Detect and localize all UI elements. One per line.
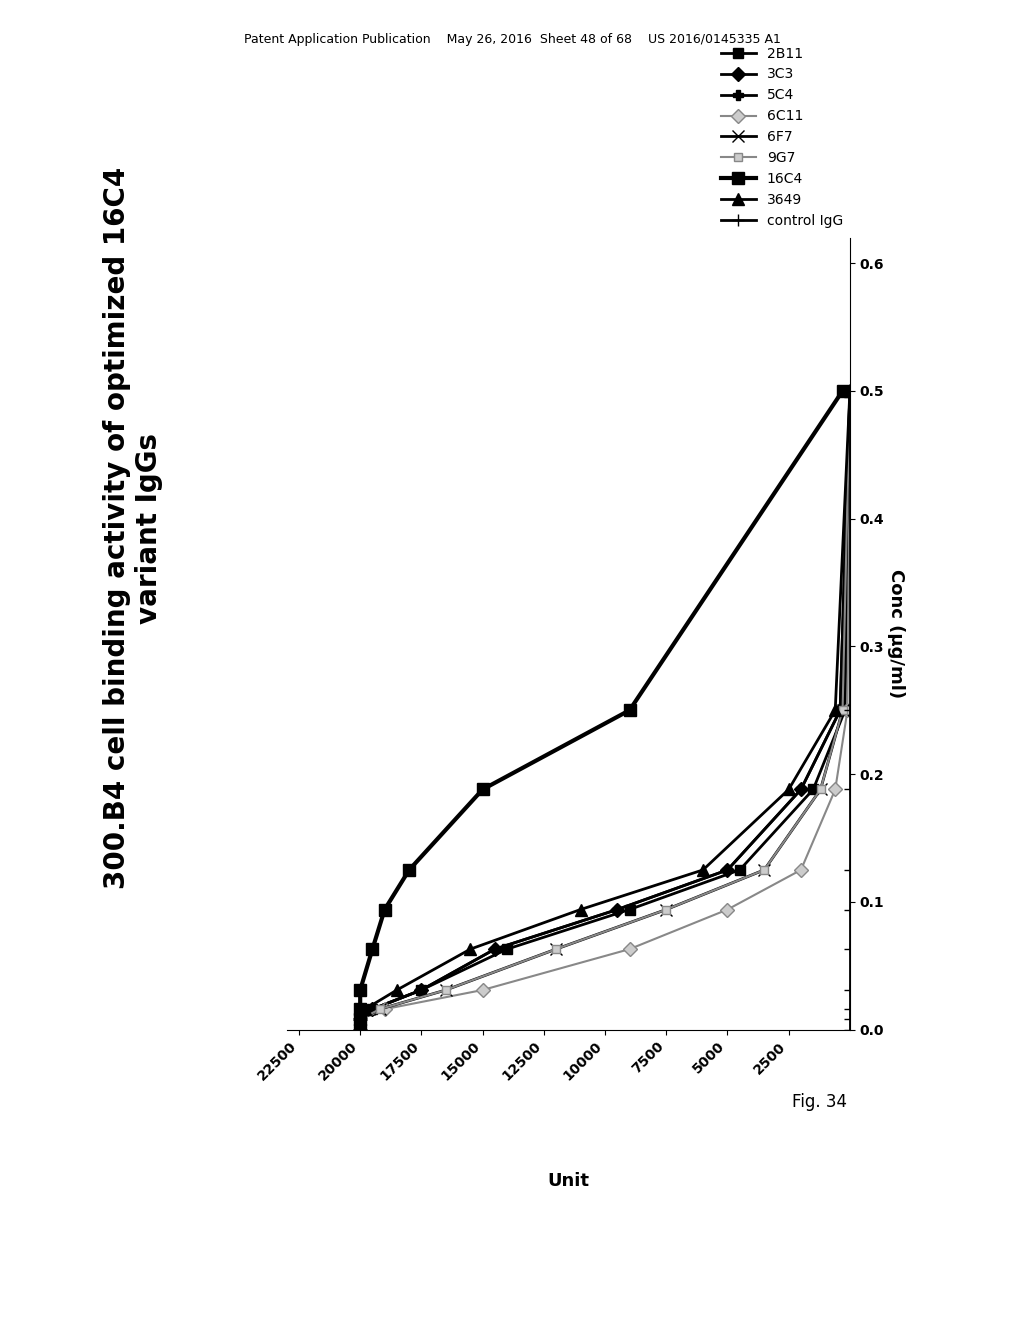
Text: Unit: Unit [547, 1172, 590, 1191]
Text: 300.B4 cell binding activity of optimized 16C4
variant IgGs: 300.B4 cell binding activity of optimize… [103, 166, 163, 890]
Y-axis label: Conc (μg/ml): Conc (μg/ml) [887, 569, 905, 698]
Legend: 2B11, 3C3, 5C4, 6C11, 6F7, 9G7, 16C4, 3649, control IgG: 2B11, 3C3, 5C4, 6C11, 6F7, 9G7, 16C4, 36… [721, 46, 843, 228]
Text: Fig. 34: Fig. 34 [792, 1093, 847, 1111]
Text: Patent Application Publication    May 26, 2016  Sheet 48 of 68    US 2016/014533: Patent Application Publication May 26, 2… [244, 33, 780, 46]
